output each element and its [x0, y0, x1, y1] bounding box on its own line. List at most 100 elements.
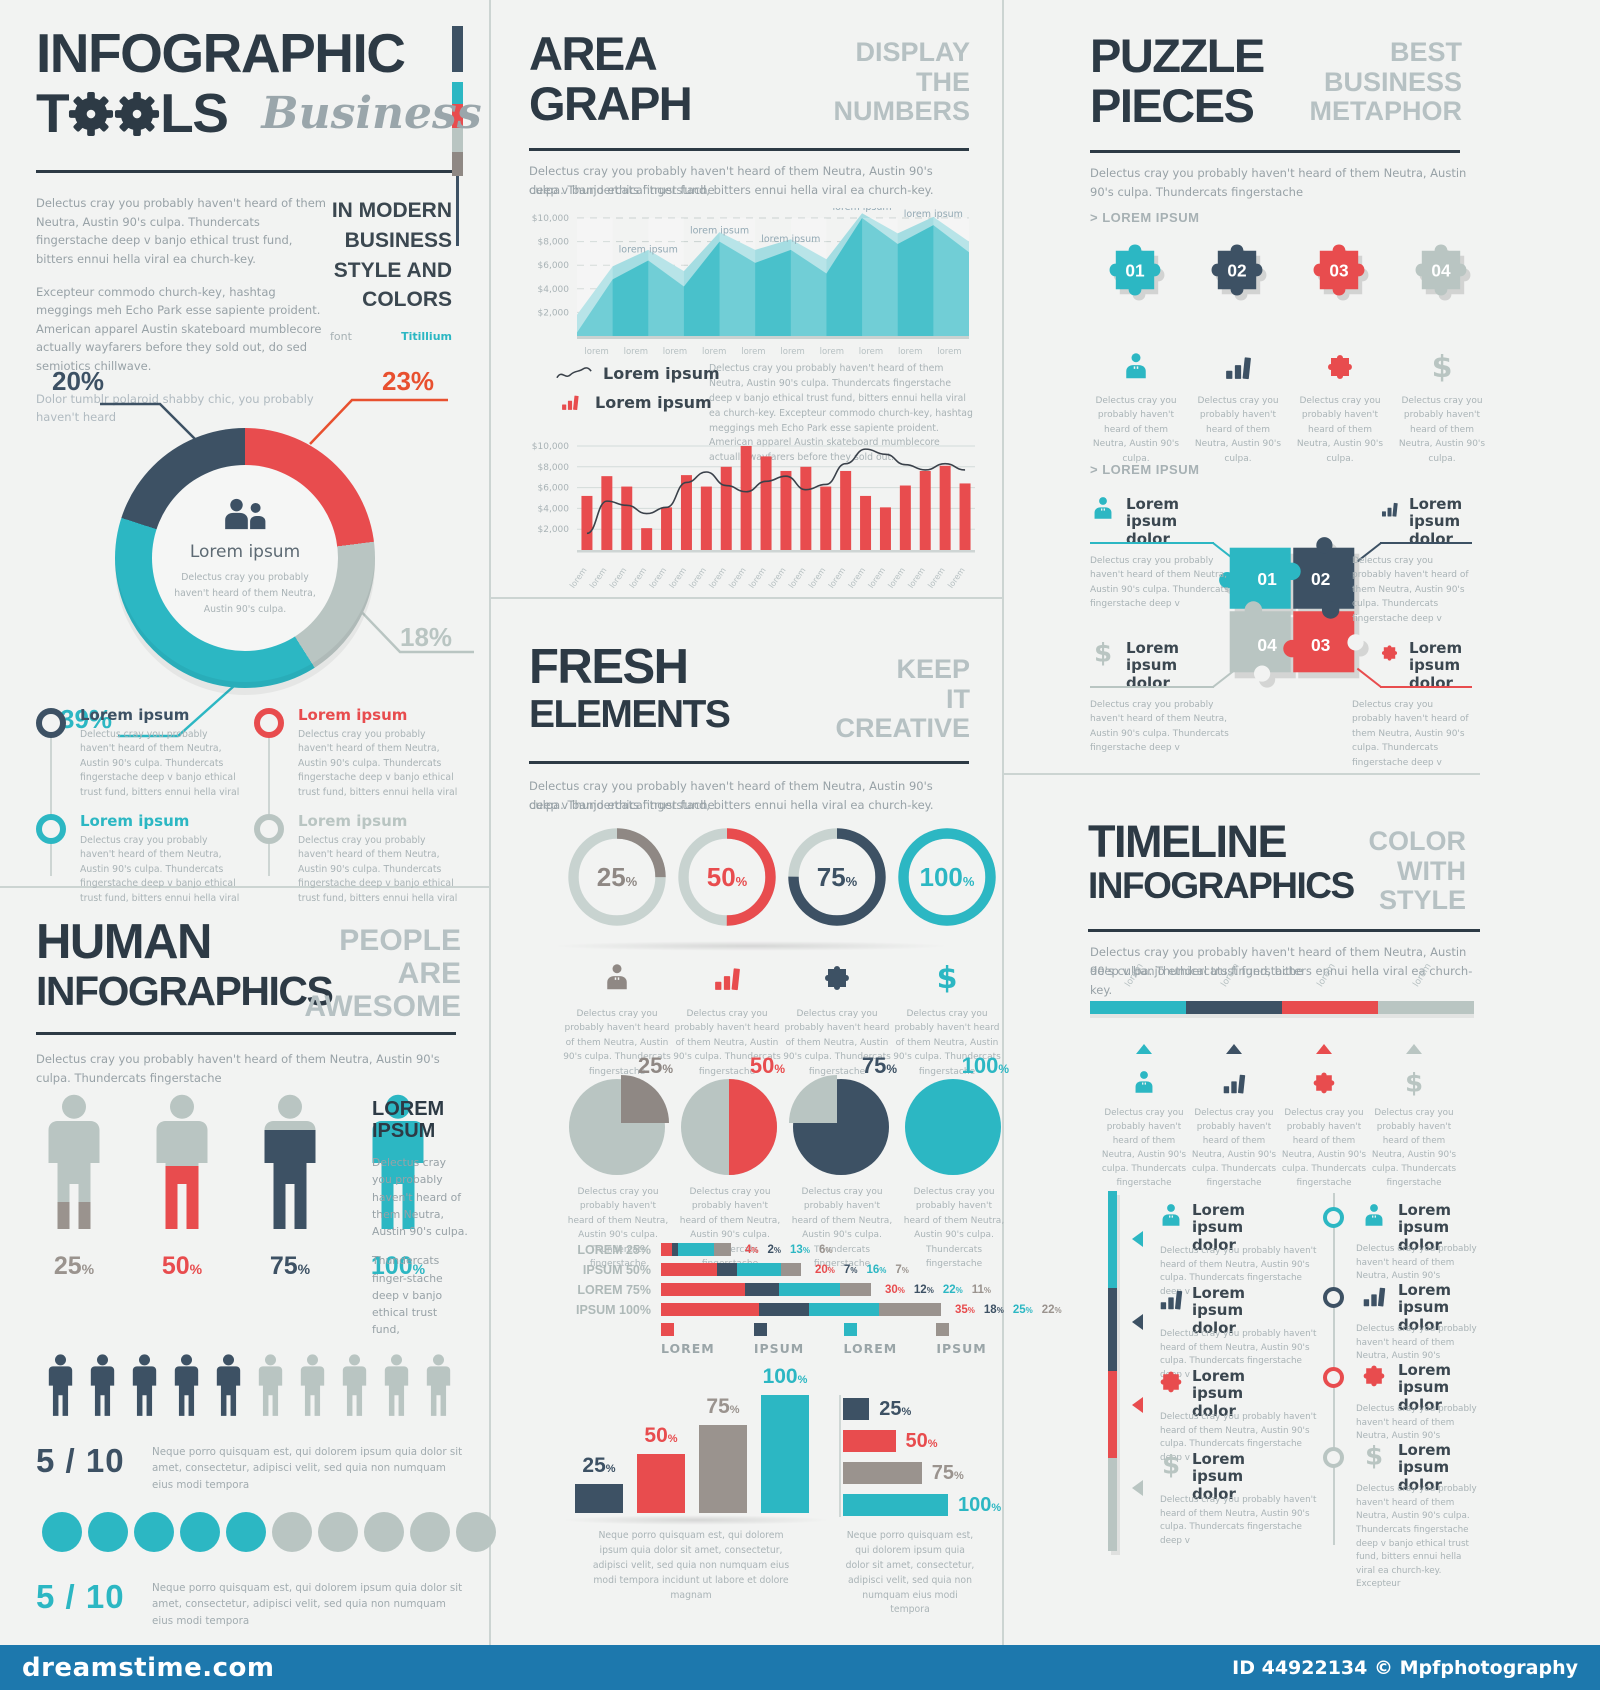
panel-subtitle: Delectus cray you probably haven't heard…	[529, 779, 933, 812]
svg-text:lorem: lorem	[741, 347, 765, 357]
svg-text:lorem: lorem	[847, 566, 868, 590]
legend-paragraph: Delectus cray you probably haven't heard…	[709, 363, 973, 464]
row-divider	[491, 597, 1002, 599]
dollar-icon: $	[1401, 1070, 1427, 1096]
timeline-segment	[1090, 1001, 1186, 1014]
svg-text:lorem: lorem	[767, 566, 788, 590]
legend-swatch	[843, 1323, 857, 1336]
feature-column: Delectus cray you probably haven't heard…	[563, 963, 671, 1079]
headline-line: IN MODERN	[331, 199, 452, 222]
chart-caption: Neque porro quisquam est, qui dolorem ip…	[592, 1530, 790, 1601]
feature-column: Delectus cray you probably haven't heard…	[1187, 352, 1289, 466]
svg-text:$10,000: $10,000	[532, 214, 569, 224]
progress-ring: 25%	[565, 825, 669, 929]
row-divider	[0, 886, 489, 888]
legend-entry: LOREM	[843, 1319, 913, 1357]
font-value: Titillium	[401, 330, 452, 343]
feature-column: Delectus cray you probably haven't heard…	[673, 963, 781, 1079]
pie-chart: 100%	[899, 1053, 1009, 1175]
bars-icon	[1380, 496, 1399, 522]
pie-column: 75% Delectus cray you probably haven't h…	[787, 1053, 897, 1271]
legend-bullet	[254, 708, 284, 738]
pie-chart: 50%	[675, 1053, 785, 1175]
svg-text:lorem: lorem	[787, 566, 808, 590]
donut-label-23: 23%	[382, 366, 435, 396]
puzzle-icon	[1325, 352, 1355, 382]
bar: 100%	[761, 1365, 809, 1513]
svg-text:lorem: lorem	[628, 566, 649, 590]
donut-label-20: 20%	[52, 366, 105, 396]
legend-entry: LOREM	[661, 1319, 730, 1357]
svg-text:03: 03	[1329, 260, 1348, 280]
bar: 25%	[843, 1397, 1001, 1421]
timeline-vertical-bar	[1108, 1191, 1117, 1551]
panel-title-line1: INFOGRAPHIC	[36, 22, 406, 84]
svg-text:03: 03	[1311, 635, 1331, 655]
title-underline	[1088, 929, 1480, 932]
shadow	[561, 1515, 831, 1525]
panel-subtitle-right: PEOPLE ARE AWESOME	[304, 924, 461, 1023]
svg-text:$: $	[1432, 352, 1453, 382]
legend-title: Lorem ipsum	[298, 706, 408, 724]
timeline-segment	[1378, 1001, 1474, 1014]
title-underline	[1090, 150, 1460, 153]
area-chart: $10,000 $8,000 $6,000 $4,000 $2,000 lorem lore…	[517, 202, 979, 380]
pictogram-person	[296, 1354, 329, 1424]
dollar-icon: $	[1361, 1443, 1387, 1469]
progress-ring: 50%	[675, 825, 779, 929]
svg-text:$: $	[937, 963, 958, 993]
panel-subtitle-right: COLOR WITH STYLE	[1368, 826, 1467, 916]
panel-title-line1: TIMELINE	[1088, 816, 1288, 867]
pictogram-dot	[88, 1512, 128, 1552]
legend-bullet	[254, 814, 284, 845]
gear-icon	[114, 91, 160, 137]
svg-text:lorem: lorem	[707, 566, 728, 590]
timeline-columns: Delectus cray you probably haven't heard…	[1099, 1039, 1459, 1190]
image-credit: ID 44922134 © Mpfphotography	[1232, 1656, 1578, 1679]
pictogram-person	[254, 1354, 287, 1424]
arrow-left-icon	[1132, 1397, 1143, 1413]
svg-text:lorem: lorem	[727, 566, 748, 590]
timeline-bar-labels: lorem lorem lorem lorem	[1090, 961, 1474, 999]
axis-line	[839, 1395, 841, 1517]
pictogram-person	[128, 1354, 161, 1424]
title-underline	[36, 170, 452, 173]
pie-column: 50% Delectus cray you probably haven't h…	[675, 1053, 785, 1271]
svg-text:02: 02	[1311, 569, 1330, 589]
person-icon	[1121, 352, 1151, 382]
svg-text:lorem: lorem	[780, 347, 804, 357]
svg-text:$4,000: $4,000	[538, 504, 570, 514]
legend-item: Lorem ipsum Delectus cray you probably h…	[254, 812, 472, 906]
timeline-entry: Lorem ipsum dolor Delectus cray you prob…	[1132, 1367, 1322, 1463]
donut-chart: Lorem ipsum Delectus cray you probably h…	[0, 360, 489, 780]
human-figures-chart: 25% 50% 75% 100%	[38, 1094, 434, 1281]
timeline-right-entries: Lorem ipsum dolor Delectus cray you prob…	[1323, 1201, 1482, 1589]
timeline-segment-label: lorem	[1315, 961, 1338, 989]
headline-line: COLORS	[362, 288, 452, 312]
pictogram-person	[170, 1354, 203, 1424]
panel-puzzle-pieces: PUZZLE PIECES BEST BUSINESS METAPHOR Delec…	[1004, 0, 1485, 773]
puzzle-icon	[1158, 1369, 1184, 1395]
svg-text:lorem ipsum: lorem ipsum	[761, 234, 820, 245]
svg-text:lorem: lorem	[584, 347, 608, 357]
panel-title-line2: ELEMENTS	[529, 693, 731, 736]
feature-column: $ Delectus cray you probably haven't hea…	[893, 963, 1001, 1077]
chart-legend: Lorem ipsum Lorem ipsum	[555, 364, 720, 421]
stacked-bar-row: LOREM 75% 30% 12% 22% 11%	[577, 1282, 992, 1297]
donut-legend: Lorem ipsum Delectus cray you probably h…	[36, 706, 476, 906]
ratio-text: Neque porro quisquam est, qui dolorem ip…	[152, 1446, 463, 1491]
panel-title-line2: T LS Business	[36, 82, 482, 144]
svg-text:$: $	[1405, 1070, 1423, 1096]
pictogram-dot	[42, 1512, 82, 1552]
ratio-text: Neque porro quisquam est, qui dolorem ip…	[152, 1582, 463, 1627]
puzzle-piece: 03	[1307, 238, 1371, 302]
intro-paragraphs: Delectus cray you probably haven't heard…	[36, 196, 326, 425]
pie-chart: 75%	[787, 1053, 897, 1175]
timeline-column: Delectus cray you probably haven't heard…	[1099, 1039, 1189, 1190]
panel-subtitle-right: BEST BUSINESS METAPHOR	[1309, 37, 1463, 127]
timeline-entry: Lorem ipsum dolor Delectus cray you prob…	[1323, 1361, 1482, 1443]
svg-text:lorem: lorem	[648, 566, 669, 590]
legend-item: Lorem ipsum Delectus cray you probably h…	[254, 706, 472, 800]
legend-title: Lorem ipsum	[80, 706, 190, 724]
